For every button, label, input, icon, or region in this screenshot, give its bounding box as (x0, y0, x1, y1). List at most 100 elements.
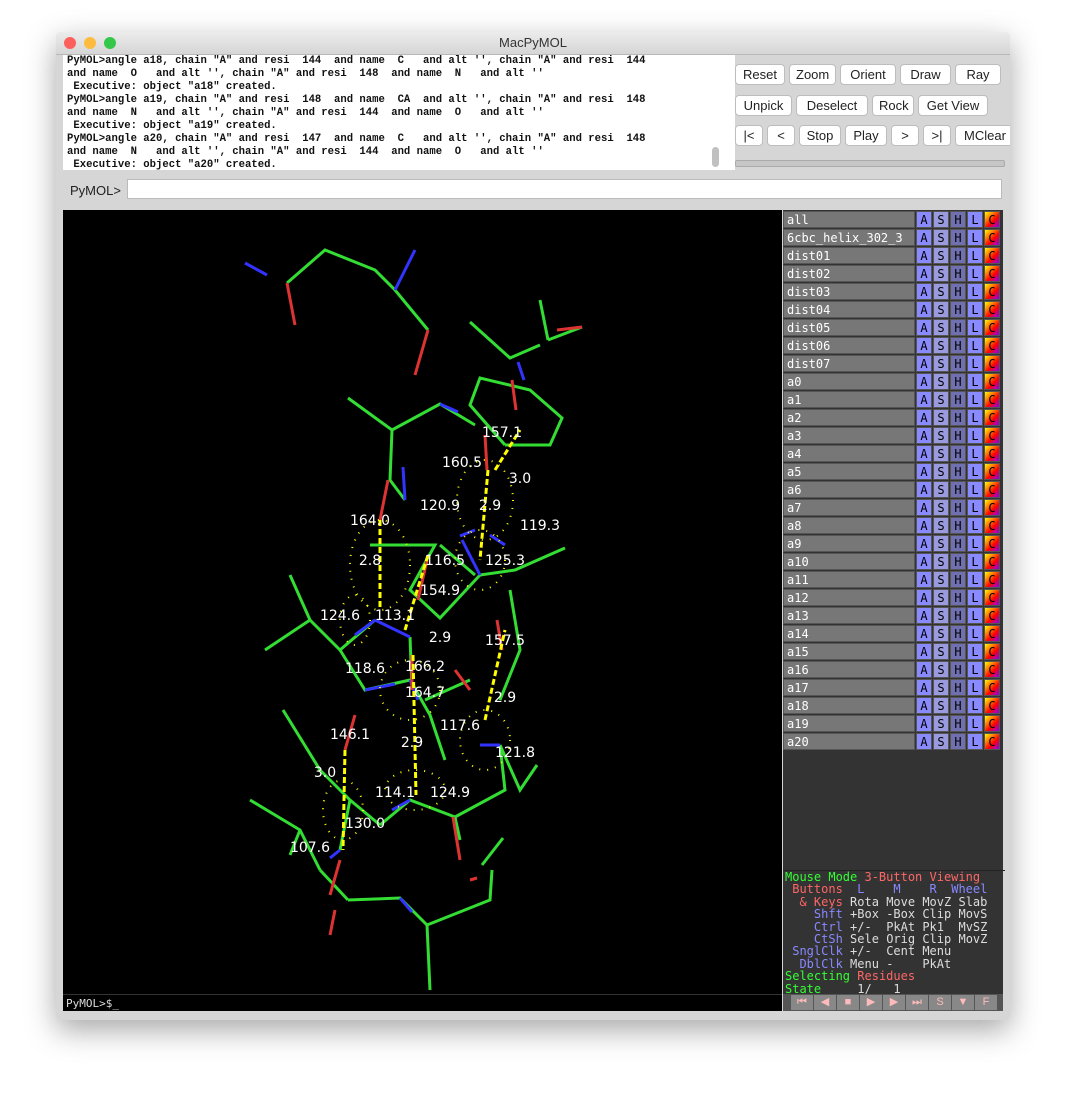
object-a-button[interactable]: A (916, 553, 932, 570)
object-a-button[interactable]: A (916, 571, 932, 588)
object-l-button[interactable]: L (967, 283, 983, 300)
object-row[interactable]: a1 A S H L C (783, 391, 1000, 408)
object-s-button[interactable]: S (933, 247, 949, 264)
object-h-button[interactable]: H (950, 229, 966, 246)
object-c-button[interactable]: C (984, 355, 1000, 372)
object-s-button[interactable]: S (933, 679, 949, 696)
movie-control-button[interactable]: S (929, 995, 951, 1010)
object-row[interactable]: dist04 A S H L C (783, 301, 1000, 318)
object-name[interactable]: a13 (783, 607, 915, 624)
object-h-button[interactable]: H (950, 247, 966, 264)
object-a-button[interactable]: A (916, 409, 932, 426)
object-name[interactable]: dist02 (783, 265, 915, 282)
object-s-button[interactable]: S (933, 445, 949, 462)
object-h-button[interactable]: H (950, 355, 966, 372)
object-s-button[interactable]: S (933, 301, 949, 318)
object-row[interactable]: a12 A S H L C (783, 589, 1000, 606)
object-s-button[interactable]: S (933, 355, 949, 372)
object-h-button[interactable]: H (950, 535, 966, 552)
object-row[interactable]: a16 A S H L C (783, 661, 1000, 678)
object-l-button[interactable]: L (967, 373, 983, 390)
object-name[interactable]: a17 (783, 679, 915, 696)
object-l-button[interactable]: L (967, 607, 983, 624)
object-a-button[interactable]: A (916, 535, 932, 552)
object-row[interactable]: dist02 A S H L C (783, 265, 1000, 282)
object-name[interactable]: a1 (783, 391, 915, 408)
object-row[interactable]: a0 A S H L C (783, 373, 1000, 390)
molecule-viewer[interactable]: 157.1 160.5 3.0 164.0 120.9 2.9 119.3 116.5 125.… (63, 210, 782, 994)
object-s-button[interactable]: S (933, 337, 949, 354)
object-c-button[interactable]: C (984, 319, 1000, 336)
object-c-button[interactable]: C (984, 679, 1000, 696)
button-step[interactable]: > (891, 125, 919, 146)
button-step[interactable]: < (767, 125, 795, 146)
object-s-button[interactable]: S (933, 463, 949, 480)
object-h-button[interactable]: H (950, 409, 966, 426)
object-h-button[interactable]: H (950, 265, 966, 282)
object-s-button[interactable]: S (933, 733, 949, 750)
button-step[interactable]: |< (735, 125, 763, 146)
object-l-button[interactable]: L (967, 517, 983, 534)
object-h-button[interactable]: H (950, 715, 966, 732)
object-a-button[interactable]: A (916, 715, 932, 732)
object-l-button[interactable]: L (967, 319, 983, 336)
object-a-button[interactable]: A (916, 301, 932, 318)
object-c-button[interactable]: C (984, 373, 1000, 390)
object-name[interactable]: a10 (783, 553, 915, 570)
object-row[interactable]: dist06 A S H L C (783, 337, 1000, 354)
object-c-button[interactable]: C (984, 391, 1000, 408)
object-s-button[interactable]: S (933, 661, 949, 678)
object-s-button[interactable]: S (933, 481, 949, 498)
object-name[interactable]: a8 (783, 517, 915, 534)
object-name[interactable]: a20 (783, 733, 915, 750)
button-get-view[interactable]: Get View (918, 95, 988, 116)
object-l-button[interactable]: L (967, 697, 983, 714)
object-a-button[interactable]: A (916, 427, 932, 444)
object-l-button[interactable]: L (967, 355, 983, 372)
object-name[interactable]: dist06 (783, 337, 915, 354)
object-c-button[interactable]: C (984, 337, 1000, 354)
object-c-button[interactable]: C (984, 499, 1000, 516)
object-s-button[interactable]: S (933, 319, 949, 336)
zoom-button[interactable] (104, 37, 116, 49)
object-h-button[interactable]: H (950, 643, 966, 660)
object-name[interactable]: a12 (783, 589, 915, 606)
button-draw[interactable]: Draw (900, 64, 951, 85)
object-h-button[interactable]: H (950, 319, 966, 336)
object-row[interactable]: a2 A S H L C (783, 409, 1000, 426)
object-name[interactable]: a19 (783, 715, 915, 732)
object-row[interactable]: a6 A S H L C (783, 481, 1000, 498)
object-c-button[interactable]: C (984, 427, 1000, 444)
object-a-button[interactable]: A (916, 463, 932, 480)
object-h-button[interactable]: H (950, 553, 966, 570)
object-row[interactable]: all A S H L C (783, 211, 1000, 228)
object-c-button[interactable]: C (984, 535, 1000, 552)
object-s-button[interactable]: S (933, 427, 949, 444)
object-c-button[interactable]: C (984, 463, 1000, 480)
button-mclear[interactable]: MClear (955, 125, 1010, 146)
object-name[interactable]: a3 (783, 427, 915, 444)
object-name[interactable]: a5 (783, 463, 915, 480)
object-a-button[interactable]: A (916, 499, 932, 516)
close-button[interactable] (64, 37, 76, 49)
object-row[interactable]: 6cbc_helix_302_3 A S H L C (783, 229, 1000, 246)
movie-control-button[interactable]: ⏮ (791, 995, 813, 1010)
object-a-button[interactable]: A (916, 283, 932, 300)
object-a-button[interactable]: A (916, 733, 932, 750)
object-s-button[interactable]: S (933, 643, 949, 660)
object-row[interactable]: a3 A S H L C (783, 427, 1000, 444)
object-s-button[interactable]: S (933, 553, 949, 570)
object-name[interactable]: dist03 (783, 283, 915, 300)
object-s-button[interactable]: S (933, 697, 949, 714)
object-name[interactable]: dist07 (783, 355, 915, 372)
object-c-button[interactable]: C (984, 445, 1000, 462)
object-name[interactable]: a7 (783, 499, 915, 516)
object-row[interactable]: a7 A S H L C (783, 499, 1000, 516)
object-name[interactable]: a15 (783, 643, 915, 660)
object-h-button[interactable]: H (950, 337, 966, 354)
object-h-button[interactable]: H (950, 607, 966, 624)
object-s-button[interactable]: S (933, 499, 949, 516)
object-c-button[interactable]: C (984, 661, 1000, 678)
object-c-button[interactable]: C (984, 247, 1000, 264)
